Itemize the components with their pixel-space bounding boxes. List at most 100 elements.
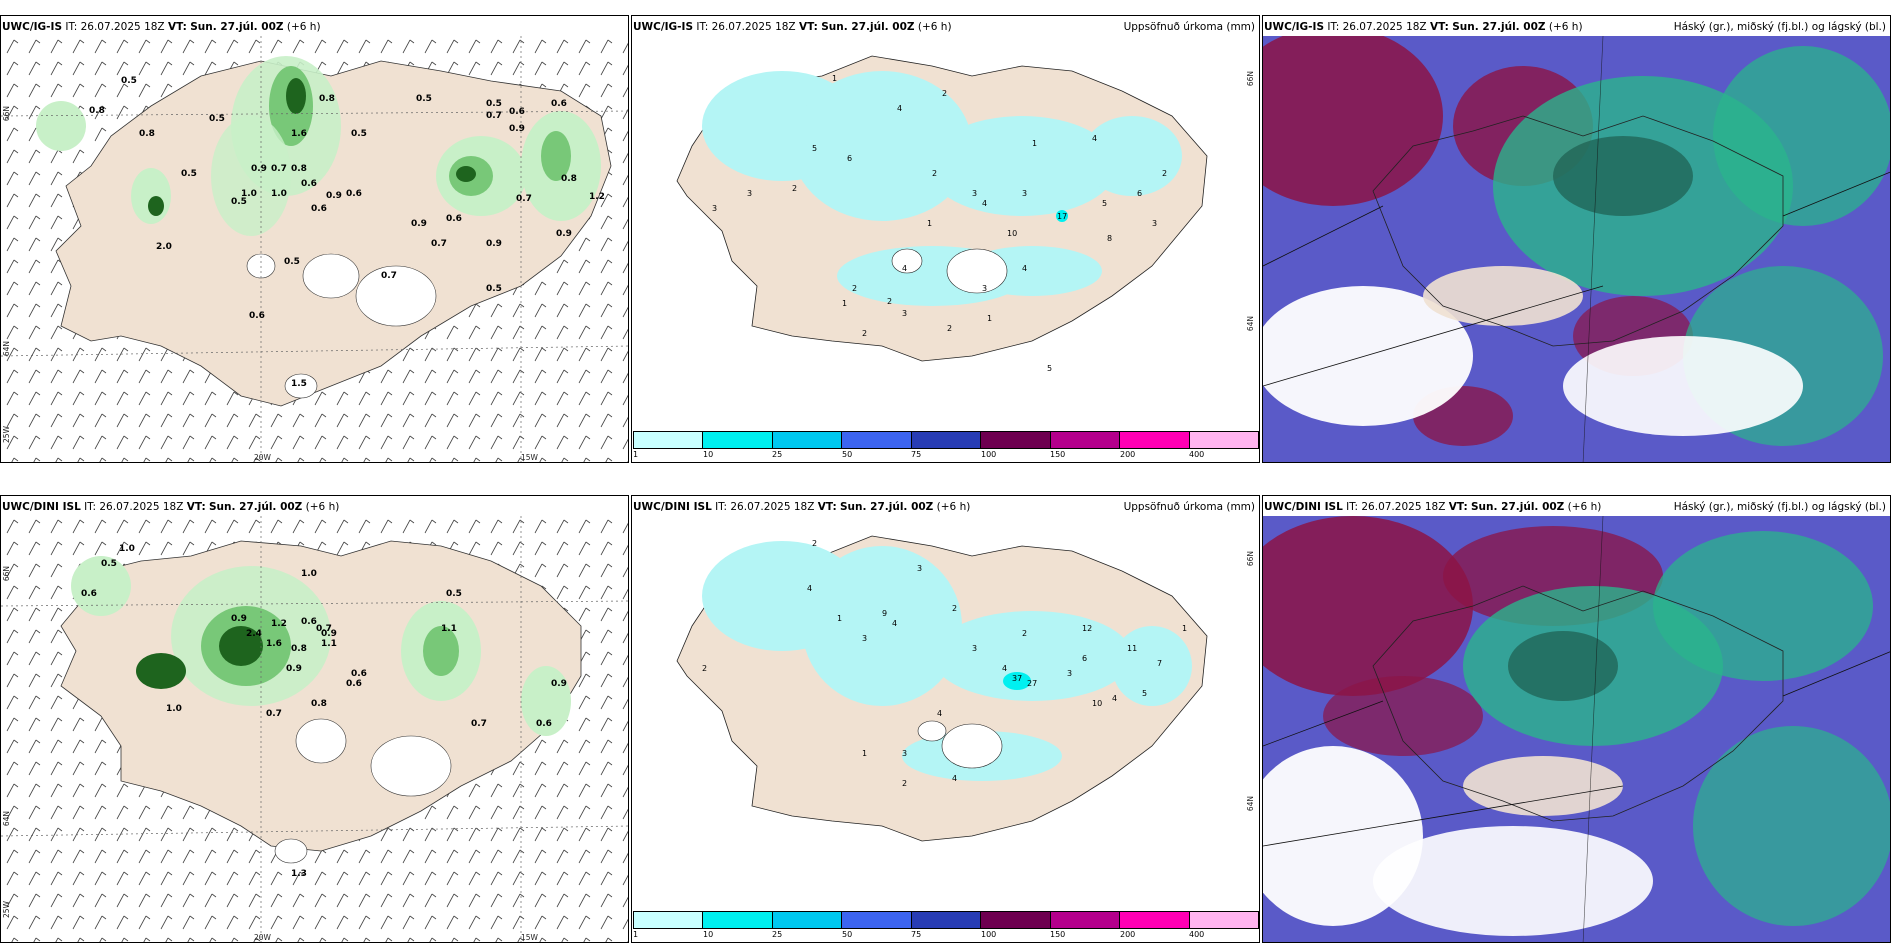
- colorbar-cell: [772, 432, 843, 448]
- svg-text:10: 10: [1092, 699, 1102, 708]
- cloud-cover-map: [1263, 516, 1890, 942]
- colorbar-cell: [1050, 432, 1121, 448]
- svg-text:0.6: 0.6: [311, 204, 327, 214]
- svg-text:1.2: 1.2: [271, 619, 287, 629]
- panel-title: Háský (gr.), miðský (fj.bl.) og lágský (…: [1673, 21, 1886, 33]
- svg-text:2: 2: [812, 539, 817, 548]
- svg-text:1.6: 1.6: [291, 129, 307, 139]
- lat-label: 64N: [2, 811, 11, 827]
- lon-label: 25W: [2, 901, 11, 918]
- svg-text:4: 4: [937, 709, 942, 718]
- svg-text:2: 2: [932, 169, 937, 178]
- precip-shading: [36, 56, 601, 236]
- colorbar-cell: [1120, 912, 1190, 928]
- svg-text:0.6: 0.6: [301, 617, 317, 627]
- lon-label: 15W: [521, 453, 538, 462]
- svg-text:0.9: 0.9: [231, 614, 247, 624]
- svg-text:2: 2: [852, 284, 857, 293]
- svg-text:1.0: 1.0: [119, 544, 135, 554]
- svg-text:3: 3: [1022, 189, 1027, 198]
- svg-text:1.6: 1.6: [266, 639, 282, 649]
- panel-title: Háský (gr.), miðský (fj.bl.) og lágský (…: [1673, 501, 1886, 513]
- svg-text:0.7: 0.7: [471, 719, 487, 729]
- precip-shading: [71, 556, 571, 736]
- svg-text:4: 4: [807, 584, 812, 593]
- svg-text:3: 3: [982, 284, 987, 293]
- svg-text:12: 12: [1082, 624, 1092, 633]
- svg-text:6: 6: [1137, 189, 1142, 198]
- lat-label: 66N: [2, 106, 11, 122]
- svg-text:10: 10: [1007, 229, 1017, 238]
- svg-text:17: 17: [1057, 212, 1067, 221]
- svg-text:3: 3: [902, 309, 907, 318]
- svg-text:0.8: 0.8: [561, 174, 577, 184]
- svg-text:0.6: 0.6: [346, 189, 362, 199]
- svg-text:3: 3: [747, 189, 752, 198]
- panel-header: UWC/IG-IS IT: 26.07.2025 18Z VT: Sun. 27…: [2, 21, 321, 33]
- cloud-cover-map: [1263, 36, 1890, 462]
- colorbar-cell: [1189, 432, 1258, 448]
- svg-text:0.5: 0.5: [284, 257, 300, 267]
- svg-text:0.6: 0.6: [351, 669, 367, 679]
- svg-text:0.7: 0.7: [431, 239, 447, 249]
- panel-header: UWC/IG-IS IT: 26.07.2025 18Z VT: Sun. 27…: [633, 21, 952, 33]
- svg-text:0.5: 0.5: [231, 197, 247, 207]
- svg-text:0.8: 0.8: [139, 129, 155, 139]
- svg-text:4: 4: [892, 619, 897, 628]
- svg-text:0.5: 0.5: [446, 589, 462, 599]
- svg-text:3: 3: [972, 644, 977, 653]
- wind-precip-map: 1.0 0.5 0.6 1.0 0.9 1.2 2.4 1.6 0.9 0.6 …: [1, 516, 628, 942]
- svg-text:0.8: 0.8: [311, 699, 327, 709]
- colorbar: 1 10 25 50 75 100 150 200 400: [633, 911, 1259, 941]
- svg-text:0.9: 0.9: [251, 164, 267, 174]
- svg-text:3: 3: [1067, 669, 1072, 678]
- svg-text:8: 8: [1107, 234, 1112, 243]
- svg-text:0.9: 0.9: [321, 629, 337, 639]
- panel-accum-precip-row2: UWC/DINI ISL IT: 26.07.2025 18Z VT: Sun.…: [631, 495, 1260, 943]
- svg-text:0.6: 0.6: [551, 99, 567, 109]
- svg-text:0.6: 0.6: [536, 719, 552, 729]
- lon-label: 15W: [521, 933, 538, 942]
- svg-text:1: 1: [1182, 624, 1187, 633]
- svg-text:3: 3: [917, 564, 922, 573]
- lat-label: 66N: [1246, 71, 1255, 87]
- panel-wind-precip-row2: UWC/DINI ISL IT: 26.07.2025 18Z VT: Sun.…: [0, 495, 629, 943]
- svg-text:1.0: 1.0: [271, 189, 287, 199]
- svg-text:3: 3: [1152, 219, 1157, 228]
- precip-labels: 1.0 0.5 0.6 1.0 0.9 1.2 2.4 1.6 0.9 0.6 …: [81, 544, 567, 879]
- svg-text:27: 27: [1027, 679, 1037, 688]
- colorbar-cell: [981, 912, 1051, 928]
- svg-text:1: 1: [842, 299, 847, 308]
- precip-labels: 0.8 0.5 0.8 0.5 1.6 0.8 0.5 0.5 0.7 0.6 …: [89, 76, 605, 389]
- svg-text:2: 2: [1162, 169, 1167, 178]
- panel-header: UWC/DINI ISL IT: 26.07.2025 18Z VT: Sun.…: [2, 501, 340, 513]
- precip-labels: 1 2 3 4 5 6 3 2 1 4 3 17 5 8 6 2 3 4 1 2…: [712, 74, 1167, 373]
- svg-text:4: 4: [952, 774, 957, 783]
- lon-label: 20W: [254, 933, 271, 942]
- svg-text:3: 3: [712, 204, 717, 213]
- svg-text:0.7: 0.7: [271, 164, 287, 174]
- svg-text:0.9: 0.9: [326, 191, 342, 201]
- svg-text:5: 5: [812, 144, 817, 153]
- svg-text:0.7: 0.7: [266, 709, 282, 719]
- colorbar-cell: [911, 432, 982, 448]
- svg-text:0.5: 0.5: [101, 559, 117, 569]
- svg-text:0.8: 0.8: [319, 94, 335, 104]
- svg-text:11: 11: [1127, 644, 1137, 653]
- svg-text:0.7: 0.7: [316, 624, 332, 634]
- colorbar: 1 10 25 50 75 100 150 200 400: [633, 431, 1259, 461]
- svg-text:2: 2: [902, 779, 907, 788]
- svg-text:1: 1: [862, 749, 867, 758]
- panel-title: Uppsöfnuð úrkoma (mm): [1123, 501, 1255, 513]
- svg-text:4: 4: [1112, 694, 1117, 703]
- lat-label: 64N: [2, 341, 11, 357]
- svg-text:1: 1: [837, 614, 842, 623]
- accum-precip-map: 1 2 3 4 5 6 3 2 1 4 3 17 5 8 6 2 3 4 1 2…: [676, 55, 1208, 373]
- svg-text:0.9: 0.9: [556, 229, 572, 239]
- svg-text:1.0: 1.0: [166, 704, 182, 714]
- svg-text:2: 2: [862, 329, 867, 338]
- panel-wind-precip-row1: UWC/IG-IS IT: 26.07.2025 18Z VT: Sun. 27…: [0, 15, 629, 463]
- svg-text:2: 2: [1022, 629, 1027, 638]
- svg-text:4: 4: [897, 104, 902, 113]
- colorbar-cell: [634, 432, 704, 448]
